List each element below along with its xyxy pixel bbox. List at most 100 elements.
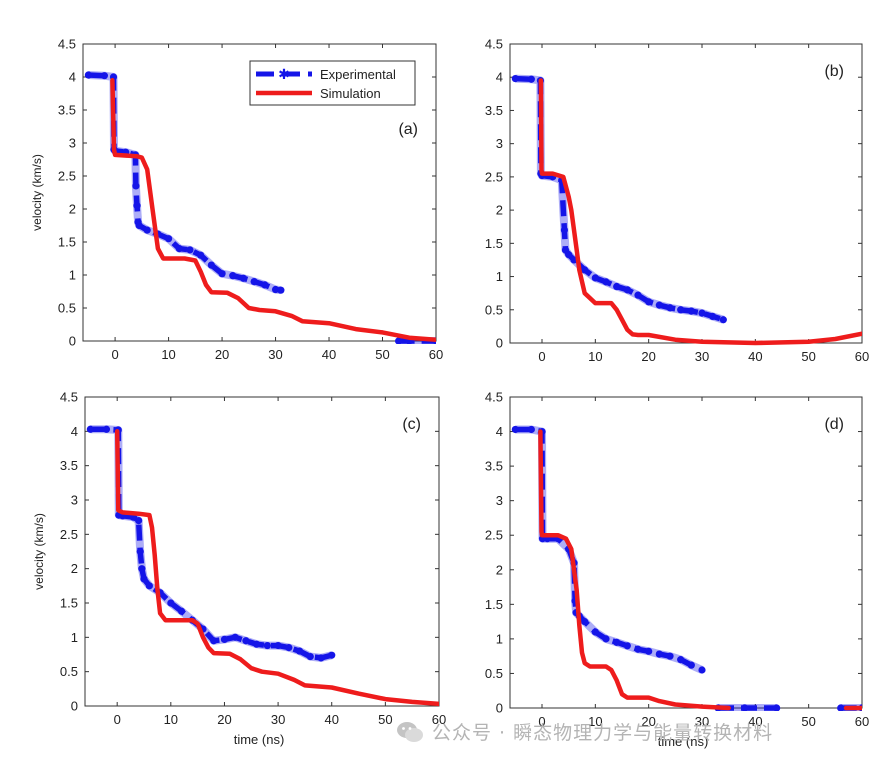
- series-simulation-line: [114, 429, 439, 707]
- experimental-marker: [295, 647, 304, 655]
- x-tick-label: 30: [268, 347, 282, 362]
- experimental-marker: [602, 278, 610, 286]
- experimental-marker: [145, 582, 153, 590]
- experimental-marker: [719, 316, 727, 324]
- y-axis-label: velocity (km/s): [30, 154, 44, 231]
- legend-experimental-label: Experimental: [320, 67, 396, 82]
- series-simulation-line: [110, 78, 436, 342]
- plot-area: [511, 74, 862, 346]
- experimental-marker: [623, 642, 631, 650]
- y-tick-label: 3.5: [485, 459, 503, 474]
- experimental-marker: [527, 75, 535, 83]
- experimental-marker: [677, 656, 685, 664]
- x-tick-label: 50: [378, 712, 392, 727]
- y-tick-label: 2.5: [485, 169, 503, 184]
- x-tick-label: 20: [641, 714, 655, 729]
- x-tick-label: 40: [322, 347, 336, 362]
- experimental-marker: [277, 286, 285, 294]
- experimental-marker: [167, 599, 175, 607]
- x-tick-label: 0: [114, 712, 121, 727]
- y-tick-label: 1: [496, 269, 503, 284]
- experimental-marker: [132, 182, 140, 190]
- y-tick-label: 4.5: [60, 390, 78, 405]
- experimental-marker: [135, 221, 143, 230]
- x-tick-label: 10: [588, 714, 602, 729]
- y-tick-label: 3.5: [58, 103, 76, 118]
- experimental-marker: [84, 71, 92, 79]
- experimental-marker: [177, 607, 186, 615]
- experimental-marker: [511, 425, 519, 434]
- panel-label: (c): [402, 416, 421, 433]
- x-tick-label: 20: [217, 712, 231, 727]
- series-experimental-halo: [88, 71, 436, 344]
- experimental-marker: [677, 306, 685, 314]
- x-tick-label: 20: [215, 347, 229, 362]
- experimental-marker: [229, 272, 237, 280]
- y-tick-label: 4.5: [485, 390, 503, 405]
- y-tick-label: 4: [71, 424, 78, 439]
- y-tick-label: 1.5: [485, 597, 503, 612]
- y-tick-label: 0.5: [485, 302, 503, 317]
- x-tick-label: 40: [748, 714, 762, 729]
- x-tick-label: 10: [588, 349, 602, 364]
- series-simulation-line: [538, 429, 862, 711]
- axes-box: [82, 43, 437, 342]
- x-tick-label: 30: [695, 349, 709, 364]
- experimental-marker: [687, 307, 695, 315]
- experimental-marker: [394, 337, 403, 344]
- x-tick-label: 60: [432, 712, 446, 727]
- chart-panel-3: 0 10 20 30 40 50 60 0 0.5 1 1.5 2 2.5 3 3.5 4 4.5 time (n…: [485, 390, 869, 750]
- experimental-marker: [239, 274, 248, 282]
- y-tick-label: 2: [496, 562, 503, 577]
- experimental-marker: [837, 704, 845, 711]
- wechat-icon: [397, 721, 423, 742]
- experimental-marker: [623, 286, 631, 294]
- x-tick-label: 30: [695, 714, 709, 729]
- experimental-marker: [634, 291, 642, 299]
- y-tick-label: 0.5: [58, 301, 76, 316]
- panel-label: (b): [824, 63, 844, 80]
- plot-area: [86, 425, 439, 707]
- experimental-marker: [242, 637, 250, 645]
- x-tick-label: 30: [271, 712, 285, 727]
- experimental-marker: [274, 641, 282, 650]
- y-tick-label: 2: [69, 202, 76, 217]
- y-tick-label: 3.5: [60, 458, 78, 473]
- y-tick-label: 4.5: [485, 37, 503, 52]
- experimental-marker: [613, 282, 621, 291]
- x-tick-label: 60: [429, 347, 443, 362]
- experimental-marker: [655, 650, 663, 658]
- axes-box: [84, 396, 440, 707]
- experimental-marker: [317, 654, 325, 662]
- x-axis-label: time (ns): [234, 732, 285, 747]
- y-tick-label: 1.5: [485, 236, 503, 251]
- experimental-marker: [263, 641, 271, 650]
- x-tick-label: 10: [164, 712, 178, 727]
- experimental-marker: [140, 575, 148, 583]
- y-tick-label: 4: [69, 70, 76, 85]
- y-tick-label: 0.5: [485, 666, 503, 681]
- x-tick-label: 40: [324, 712, 338, 727]
- experimental-marker: [138, 565, 146, 573]
- axes-box: [509, 396, 863, 709]
- experimental-marker: [613, 638, 621, 646]
- y-tick-label: 1: [69, 268, 76, 283]
- experimental-marker: [210, 637, 218, 645]
- experimental-marker: [285, 644, 293, 652]
- experimental-marker: [164, 235, 173, 243]
- chart-panel-2: 0 10 20 30 40 50 60 0 0.5 1 1.5 2 2.5 3 3.5 4 4.5 velocit…: [32, 390, 446, 748]
- series-experimental-line: [90, 426, 333, 661]
- experimental-marker: [773, 704, 781, 711]
- legend: ✱ Experimental Simulation: [249, 60, 416, 106]
- experimental-marker: [133, 202, 141, 210]
- experimental-marker: [645, 647, 653, 655]
- legend-experimental-marker-icon: ✱: [278, 66, 290, 82]
- panel-label: (d): [824, 416, 844, 433]
- experimental-marker: [218, 270, 226, 278]
- experimental-marker: [666, 652, 674, 660]
- experimental-marker: [560, 226, 569, 234]
- experimental-marker: [666, 304, 674, 312]
- legend-box: [249, 60, 416, 106]
- y-tick-label: 4.5: [58, 37, 76, 52]
